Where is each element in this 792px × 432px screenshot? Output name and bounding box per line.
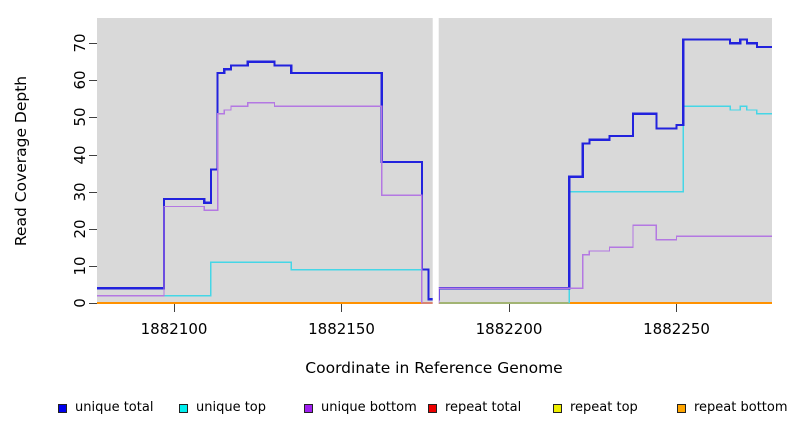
legend-label-repeat-bottom: repeat bottom [694,400,788,415]
x-tick [173,304,175,312]
legend-label-unique-total: unique total [75,400,154,415]
x-tick-label: 1882200 [475,320,543,338]
y-tick [89,80,97,82]
y-tick [89,43,97,45]
y-tick [89,117,97,119]
y-tick-label: 20 [71,219,89,239]
legend-swatch-repeat-bottom [677,404,686,413]
plot-panel [97,18,772,304]
legend-label-unique-bottom: unique bottom [321,400,417,415]
y-tick [89,154,97,156]
y-tick-label: 0 [71,298,89,308]
x-tick-label: 1882250 [643,320,710,338]
legend-label-repeat-total: repeat total [445,400,522,415]
gap-band [432,18,439,304]
y-tick-label: 60 [71,70,89,90]
y-axis-title: Read Coverage Depth [12,75,30,247]
x-tick-label: 1882150 [308,320,375,338]
y-tick-label: 50 [71,107,89,127]
x-tick-label: 1882100 [140,320,208,338]
legend-swatch-repeat-total [428,404,437,413]
series-line-unique-top [97,105,772,304]
series-canvas [97,18,772,304]
x-tick [341,304,343,312]
y-tick-label: 10 [71,256,89,276]
y-tick-label: 30 [71,182,89,202]
y-tick-label: 40 [71,145,89,165]
legend-swatch-unique-top [179,404,188,413]
y-tick [89,191,97,193]
y-tick [89,228,97,230]
legend-swatch-repeat-top [553,404,562,413]
y-tick [89,265,97,267]
legend-swatch-unique-total [58,404,67,413]
x-axis-title: Coordinate in Reference Genome [305,359,563,377]
x-tick [676,304,678,312]
legend-label-unique-top: unique top [196,400,267,415]
y-tick [89,303,97,304]
y-tick-label: 70 [71,33,89,53]
legend-label-repeat-top: repeat top [570,400,638,415]
legend-swatch-unique-bottom [304,404,313,413]
series-line-unique-bottom [97,101,772,304]
x-tick [508,304,510,312]
